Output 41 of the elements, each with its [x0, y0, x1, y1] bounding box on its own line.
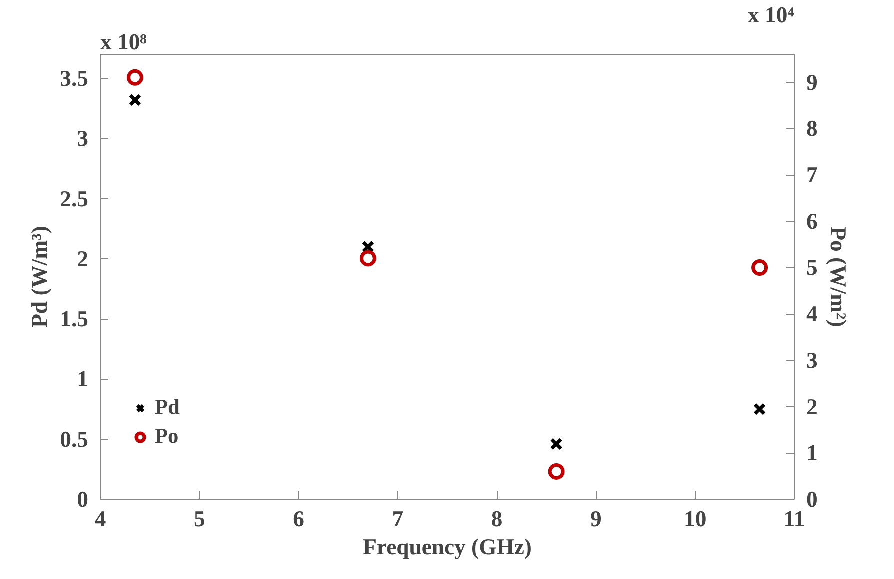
- y-tick-label: 0: [77, 487, 88, 512]
- x-tick-label: 4: [94, 506, 106, 532]
- y2-tick-label: 9: [806, 70, 818, 95]
- point: [753, 402, 766, 416]
- y2-tick-label: 1: [806, 440, 818, 466]
- y-tick-label: 2: [77, 246, 88, 272]
- annotation: x 10⁸: [100, 30, 148, 54]
- point: [128, 94, 142, 107]
- x-tick-label: 8: [491, 506, 503, 532]
- x-tick-label: 11: [784, 506, 806, 532]
- y-tick-label: 1.5: [60, 306, 89, 332]
- x-tick-label: 7: [392, 506, 404, 532]
- x-tick-label: 10: [684, 506, 707, 532]
- y2-tick-label: 8: [806, 116, 818, 142]
- text: x 10⁴: [748, 2, 795, 28]
- y-tick-label: 2.5: [60, 186, 89, 212]
- y-tick-label: 0.5: [60, 426, 89, 452]
- x-tick-label: 9: [590, 506, 602, 532]
- point: [360, 250, 376, 267]
- y2-tick-label: 0: [806, 487, 818, 512]
- point: [362, 240, 375, 254]
- point: [548, 463, 565, 480]
- legend-label: Pd: [155, 395, 180, 420]
- x-tick-label: 5: [194, 506, 206, 532]
- x-tick-label: 6: [293, 506, 304, 532]
- point: [550, 438, 563, 451]
- y2-tick-label: 3: [806, 348, 818, 373]
- y2-tick-label: 6: [806, 208, 818, 234]
- point: [752, 259, 768, 276]
- point: [126, 69, 144, 86]
- y2-tick-label: 4: [806, 302, 818, 327]
- legend-label: Po: [155, 424, 179, 449]
- y2-tick-label: 7: [806, 162, 818, 188]
- y2-tick-label: 5: [806, 255, 818, 280]
- y-tick-label: 1: [77, 366, 88, 392]
- y-tick-label: 3.5: [60, 66, 89, 92]
- x-axis-title: Frequency (GHz): [363, 534, 532, 560]
- y-tick-label: 3: [77, 126, 88, 152]
- y2-tick-label: 2: [806, 394, 818, 420]
- y2-axis-title: Po (W/m²): [826, 226, 851, 328]
- y-axis-title: Pd (W/m³): [27, 226, 52, 328]
